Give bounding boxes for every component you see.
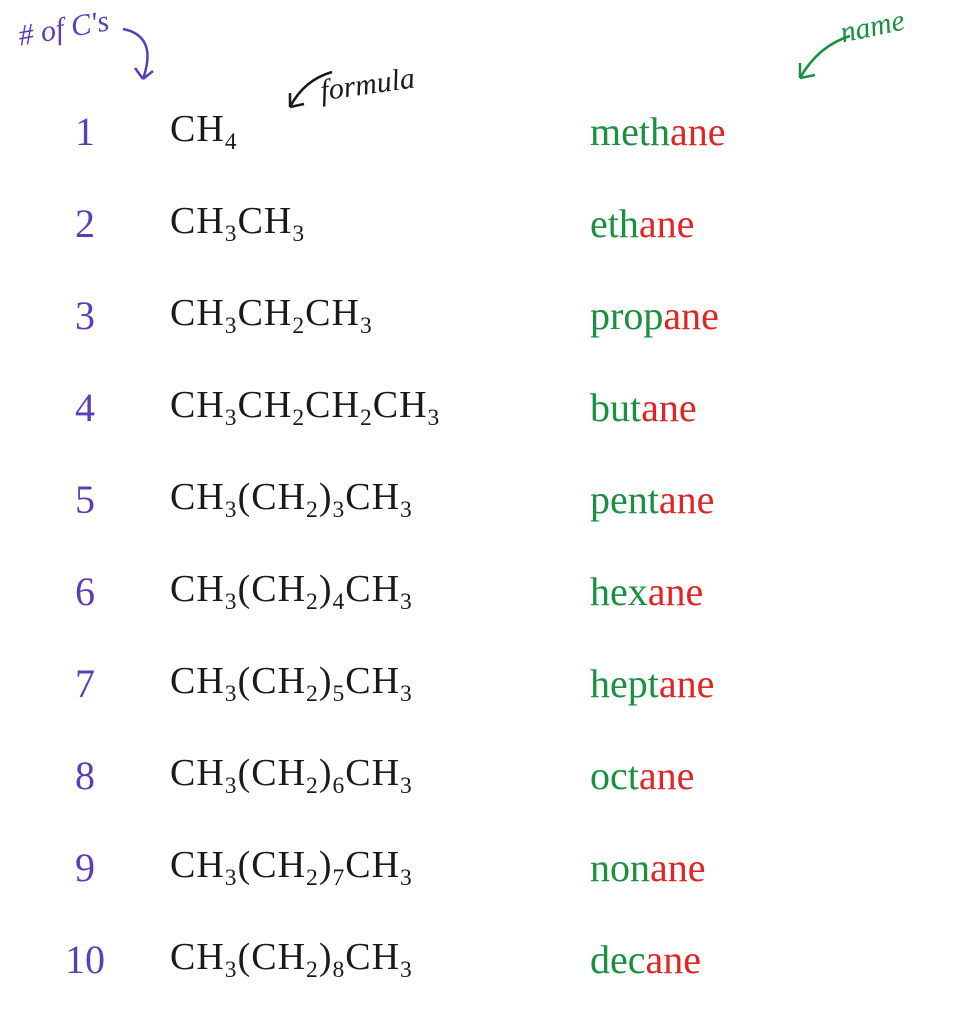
name-suffix: ane: [659, 661, 715, 706]
compound-name: pentane: [590, 476, 950, 523]
carbon-count: 3: [0, 292, 170, 339]
name-prefix: meth: [590, 109, 670, 154]
table-row: 1CH4methane: [0, 85, 978, 177]
table-row: 5CH3(CH2)3CH3pentane: [0, 453, 978, 545]
table-row: 4CH3CH2CH2CH3butane: [0, 361, 978, 453]
carbon-count: 1: [0, 108, 170, 155]
table-row: 3CH3CH2CH3propane: [0, 269, 978, 361]
compound-name: propane: [590, 292, 950, 339]
name-suffix: ane: [670, 109, 726, 154]
formula: CH3(CH2)5CH3: [170, 659, 590, 708]
name-suffix: ane: [648, 569, 704, 614]
name-suffix: ane: [659, 477, 715, 522]
formula: CH3(CH2)4CH3: [170, 567, 590, 616]
table-row: 6CH3(CH2)4CH3hexane: [0, 545, 978, 637]
table-row: 2CH3CH3ethane: [0, 177, 978, 269]
formula: CH3(CH2)8CH3: [170, 935, 590, 984]
carbon-count-header: # of C's: [16, 4, 112, 53]
compound-name: butane: [590, 384, 950, 431]
carbon-count: 7: [0, 660, 170, 707]
table-row: 7CH3(CH2)5CH3heptane: [0, 637, 978, 729]
name-prefix: dec: [590, 937, 646, 982]
compound-name: octane: [590, 752, 950, 799]
name-prefix: eth: [590, 201, 639, 246]
formula: CH3(CH2)3CH3: [170, 475, 590, 524]
name-suffix: ane: [663, 293, 719, 338]
name-prefix: oct: [590, 753, 639, 798]
arrow-carbons-icon: [113, 24, 173, 89]
name-prefix: hex: [590, 569, 648, 614]
name-suffix: ane: [650, 845, 706, 890]
name-prefix: hept: [590, 661, 659, 706]
name-prefix: non: [590, 845, 650, 890]
carbon-count: 6: [0, 568, 170, 615]
arrow-name-icon: [790, 28, 858, 88]
compound-name: hexane: [590, 568, 950, 615]
compound-name: nonane: [590, 844, 950, 891]
compound-name: ethane: [590, 200, 950, 247]
name-suffix: ane: [639, 753, 695, 798]
formula: CH3CH3: [170, 199, 590, 248]
name-suffix: ane: [641, 385, 697, 430]
formula: CH3(CH2)6CH3: [170, 751, 590, 800]
carbon-count: 2: [0, 200, 170, 247]
name-prefix: pent: [590, 477, 659, 522]
rows-container: 1CH4methane2CH3CH3ethane3CH3CH2CH3propan…: [0, 85, 978, 1005]
formula: CH3CH2CH2CH3: [170, 383, 590, 432]
carbon-count: 9: [0, 844, 170, 891]
table-row: 8CH3(CH2)6CH3octane: [0, 729, 978, 821]
formula: CH3CH2CH3: [170, 291, 590, 340]
table-row: 10CH3(CH2)8CH3decane: [0, 913, 978, 1005]
carbon-count: 5: [0, 476, 170, 523]
carbon-count: 4: [0, 384, 170, 431]
formula: CH3(CH2)7CH3: [170, 843, 590, 892]
alkane-table: # of C's formula name 1CH4methane2CH3CH3…: [0, 0, 978, 1024]
name-suffix: ane: [639, 201, 695, 246]
name-prefix: but: [590, 385, 641, 430]
carbon-count: 10: [0, 936, 170, 983]
name-prefix: prop: [590, 293, 663, 338]
formula: CH4: [170, 107, 590, 156]
compound-name: heptane: [590, 660, 950, 707]
name-suffix: ane: [646, 937, 702, 982]
table-row: 9CH3(CH2)7CH3nonane: [0, 821, 978, 913]
compound-name: decane: [590, 936, 950, 983]
carbon-count: 8: [0, 752, 170, 799]
compound-name: methane: [590, 108, 950, 155]
